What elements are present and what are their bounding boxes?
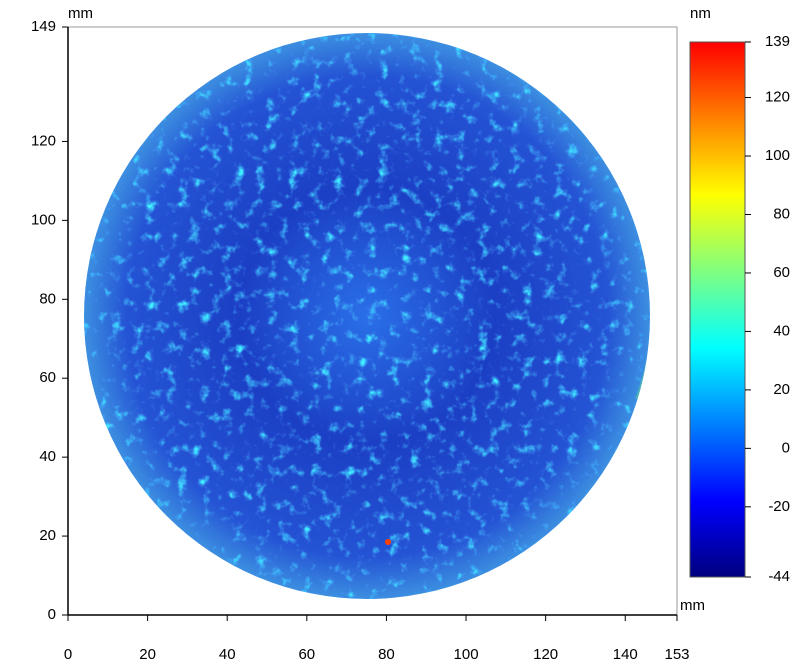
disc-texture — [84, 33, 650, 599]
x-tick-label: 120 — [533, 646, 558, 663]
x-unit: mm — [680, 597, 705, 614]
x-tick-label: 40 — [219, 646, 236, 663]
y-tick-label: 120 — [31, 132, 56, 149]
colorbar-tick-label: 120 — [765, 89, 790, 106]
x-tick-label: 60 — [298, 646, 315, 663]
colorbar-unit: nm — [690, 5, 711, 22]
x-tick-label: 153 — [664, 646, 689, 663]
x-tick-label: 0 — [64, 646, 72, 663]
x-tick-label: 140 — [613, 646, 638, 663]
y-tick-label: 20 — [39, 527, 56, 544]
colorbar-tick-label: -20 — [768, 498, 790, 515]
x-tick-label: 20 — [139, 646, 156, 663]
y-tick-label: 60 — [39, 369, 56, 386]
y-tick-label: 149 — [31, 18, 56, 35]
colorbar-tick-label: -44 — [768, 568, 790, 585]
colorbar-tick-label: 80 — [773, 205, 790, 222]
colorbar-tick-label: 100 — [765, 147, 790, 164]
surface-map — [84, 33, 650, 599]
colorbar-tick-label: 60 — [773, 264, 790, 281]
colorbar-tick-label: 0 — [782, 439, 790, 456]
y-unit: mm — [68, 5, 93, 22]
x-tick-label: 100 — [454, 646, 479, 663]
y-tick-label: 100 — [31, 211, 56, 228]
y-tick-label: 80 — [39, 290, 56, 307]
hot-spot — [385, 539, 391, 545]
y-tick-label: 40 — [39, 448, 56, 465]
x-tick-label: 80 — [378, 646, 395, 663]
colorbar-tick-label: 20 — [773, 381, 790, 398]
colorbar-tick-label: 139 — [765, 33, 790, 50]
colorbar — [689, 41, 746, 578]
y-tick-label: 0 — [48, 606, 56, 623]
colorbar-tick-label: 40 — [773, 322, 790, 339]
